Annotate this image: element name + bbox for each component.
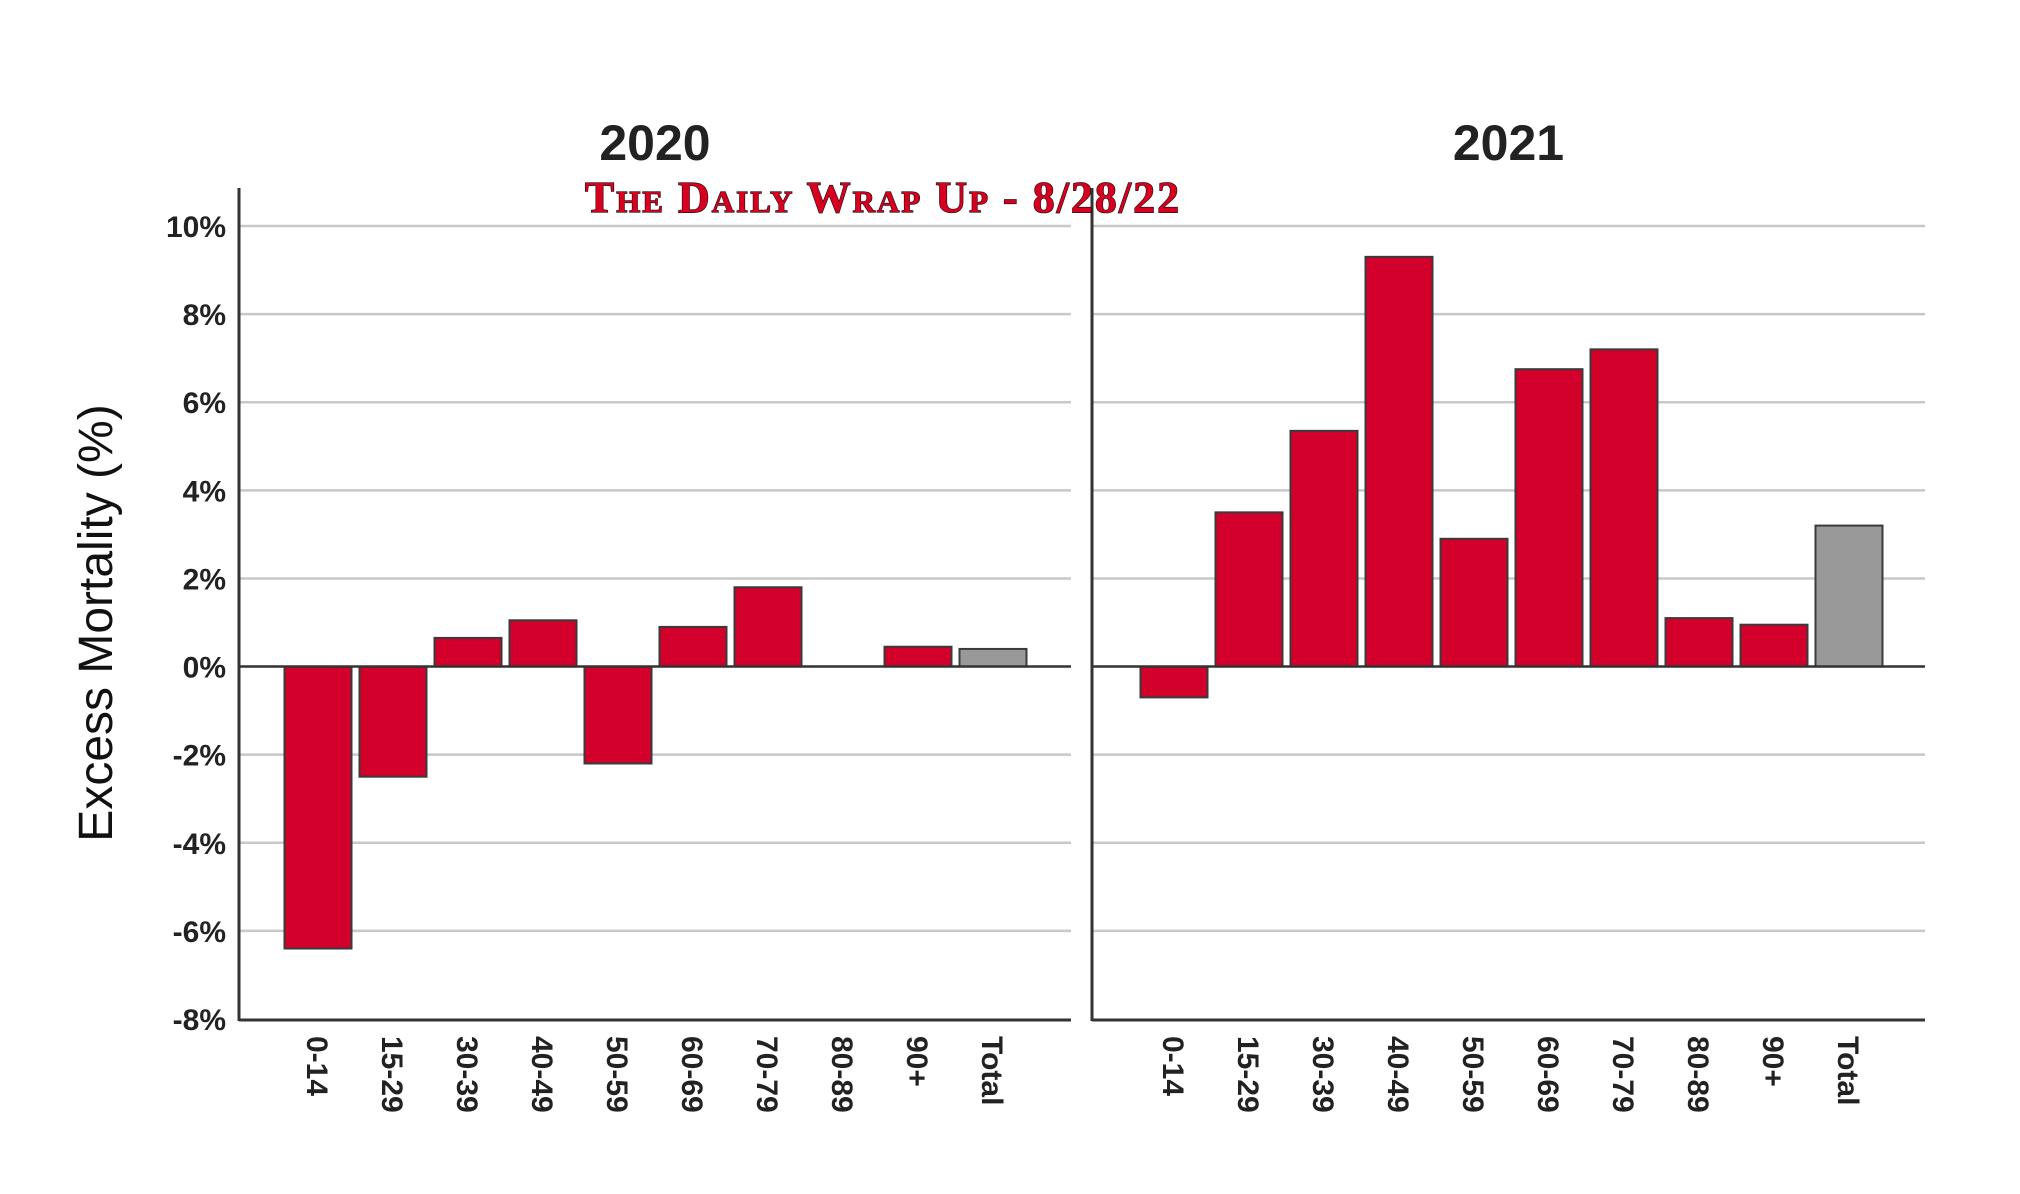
bar-2021-50-59 xyxy=(1439,537,1509,668)
y-tick-label: 10% xyxy=(166,211,226,244)
x-tick-label: 15-29 xyxy=(375,1036,408,1113)
x-tick-label: 30-39 xyxy=(1306,1036,1339,1113)
x-tick-label: 80-89 xyxy=(1681,1036,1714,1113)
x-tick-label: 30-39 xyxy=(450,1036,483,1113)
bar-2021-Total xyxy=(1814,524,1884,668)
bar-2021-80-89 xyxy=(1664,617,1734,668)
x-tick-label: 0-14 xyxy=(300,1036,333,1096)
x-tick-label: 0-14 xyxy=(1156,1036,1189,1096)
bar-2021-60-69 xyxy=(1514,368,1584,668)
bar-2021-15-29 xyxy=(1214,511,1284,668)
panel-title: 2021 xyxy=(1453,115,1564,171)
x-tick-label: Total xyxy=(975,1036,1008,1105)
watermark-text: The Daily Wrap Up - 8/28/22 xyxy=(585,173,1181,222)
axes xyxy=(237,188,1925,1022)
bar-2021-70-79 xyxy=(1589,348,1659,668)
bar-2020-50-59 xyxy=(583,665,653,765)
bar-2020-60-69 xyxy=(658,625,728,668)
x-tick-label: 40-49 xyxy=(1381,1036,1414,1113)
y-tick-label: -2% xyxy=(173,740,226,773)
bar-2020-0-14 xyxy=(283,665,353,950)
bar-2020-30-39 xyxy=(433,636,503,668)
y-tick-label: 2% xyxy=(183,563,226,596)
x-tick-label: 50-59 xyxy=(1456,1036,1489,1113)
x-tick-label: 40-49 xyxy=(525,1036,558,1113)
y-tick-label: 6% xyxy=(183,387,226,420)
bar-2021-40-49 xyxy=(1364,255,1434,668)
chart-labels: Excess Mortality (%) 10% 8% 6% 4% 2% 0% -2% -4% -… xyxy=(70,115,1864,1113)
gridlines xyxy=(239,224,1925,933)
x-tick-label: 15-29 xyxy=(1231,1036,1264,1113)
y-axis-label: Excess Mortality (%) xyxy=(70,404,123,841)
bar-2021-30-39 xyxy=(1289,429,1359,668)
bar-2020-Total xyxy=(958,647,1028,668)
x-tick-label: 70-79 xyxy=(750,1036,783,1113)
x-tick-label: 60-69 xyxy=(1531,1036,1564,1113)
x-tick-label: Total xyxy=(1831,1036,1864,1105)
bar-2020-40-49 xyxy=(508,619,578,668)
y-tick-label: 0% xyxy=(183,652,226,685)
y-tick-label: -6% xyxy=(173,916,226,949)
y-tick-label: -4% xyxy=(173,828,226,861)
x-tick-label: 90+ xyxy=(900,1036,933,1087)
bar-2021-0-14 xyxy=(1139,665,1209,699)
panel-title: 2020 xyxy=(599,115,710,171)
y-tick-label: -8% xyxy=(173,1004,226,1037)
x-tick-label: 60-69 xyxy=(675,1036,708,1113)
bar-2020-70-79 xyxy=(733,586,803,668)
bar-2021-90+ xyxy=(1739,623,1809,668)
y-tick-label: 4% xyxy=(183,475,226,508)
x-tick-label: 70-79 xyxy=(1606,1036,1639,1113)
bars xyxy=(283,255,1884,950)
y-tick-label: 8% xyxy=(183,299,226,332)
x-tick-label: 90+ xyxy=(1756,1036,1789,1087)
bar-2020-15-29 xyxy=(358,665,428,778)
x-tick-label: 50-59 xyxy=(600,1036,633,1113)
bar-2020-90+ xyxy=(883,645,953,668)
x-tick-label: 80-89 xyxy=(825,1036,858,1113)
